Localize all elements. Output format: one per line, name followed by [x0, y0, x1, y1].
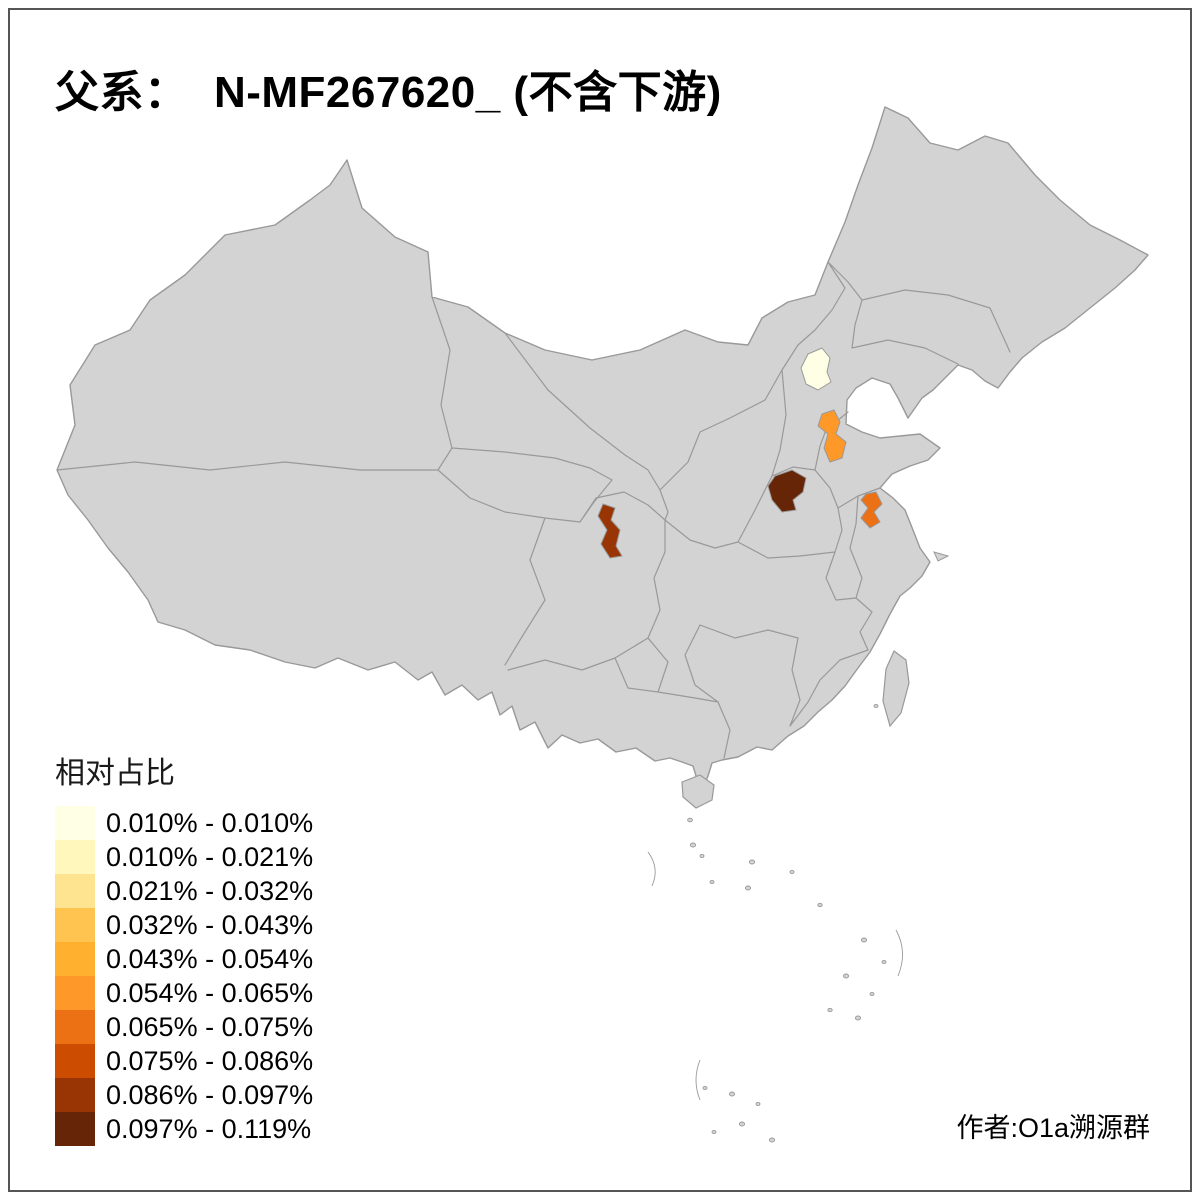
province-borders [56, 261, 1011, 759]
legend-item: 0.097% - 0.119% [55, 1112, 313, 1146]
legend-swatch [55, 840, 95, 874]
legend-swatch [55, 1112, 95, 1146]
south-china-sea-islands [647, 703, 903, 1143]
chongming-island [933, 551, 950, 562]
attribution: 作者:O1a溯源群 [956, 1113, 1150, 1143]
legend-label: 0.043% - 0.054% [106, 944, 314, 974]
legend-item: 0.032% - 0.043% [55, 908, 313, 942]
legend-swatch [55, 806, 95, 840]
legend-item: 0.086% - 0.097% [55, 1078, 313, 1112]
legend-label: 0.010% - 0.021% [106, 842, 314, 872]
legend-item: 0.054% - 0.065% [55, 976, 313, 1010]
legend-swatch [55, 1010, 95, 1044]
legend-swatch [55, 1078, 95, 1112]
legend-item: 0.075% - 0.086% [55, 1044, 313, 1078]
legend-label: 0.054% - 0.065% [106, 978, 314, 1008]
legend-swatch [55, 942, 95, 976]
legend-item: 0.010% - 0.021% [55, 840, 313, 874]
legend-label: 0.032% - 0.043% [106, 910, 314, 940]
legend-swatch [55, 874, 95, 908]
legend-label: 0.065% - 0.075% [106, 1012, 314, 1042]
legend-item: 0.043% - 0.054% [55, 942, 313, 976]
region-beijing [800, 347, 832, 391]
region-henan-east [767, 469, 807, 513]
legend-label: 0.086% - 0.097% [106, 1080, 314, 1110]
legend-swatch [55, 908, 95, 942]
legend-swatch [55, 976, 95, 1010]
legend-label: 0.010% - 0.010% [106, 808, 314, 838]
legend-item: 0.010% - 0.010% [55, 806, 313, 840]
legend-label: 0.097% - 0.119% [106, 1114, 312, 1144]
hainan-island [681, 774, 715, 809]
legend-item: 0.021% - 0.032% [55, 874, 313, 908]
page-title: 父系： N-MF267620_ (不含下游) [55, 68, 722, 117]
region-shandong-west [817, 409, 847, 463]
legend-label: 0.021% - 0.032% [106, 876, 314, 906]
region-sichuan-central [597, 503, 623, 559]
taiwan-island [882, 650, 910, 728]
region-jiangsu-north [860, 491, 883, 529]
legend-title: 相对占比 [55, 757, 175, 790]
legend-swatch [55, 1044, 95, 1078]
highlighted-regions [597, 347, 883, 559]
legend: 相对占比 0.010% - 0.010% 0.010% - 0.021% 0.0… [55, 748, 313, 1146]
legend-item: 0.065% - 0.075% [55, 1010, 313, 1044]
china-mainland-outline [56, 106, 1149, 789]
legend-label: 0.075% - 0.086% [106, 1046, 314, 1076]
